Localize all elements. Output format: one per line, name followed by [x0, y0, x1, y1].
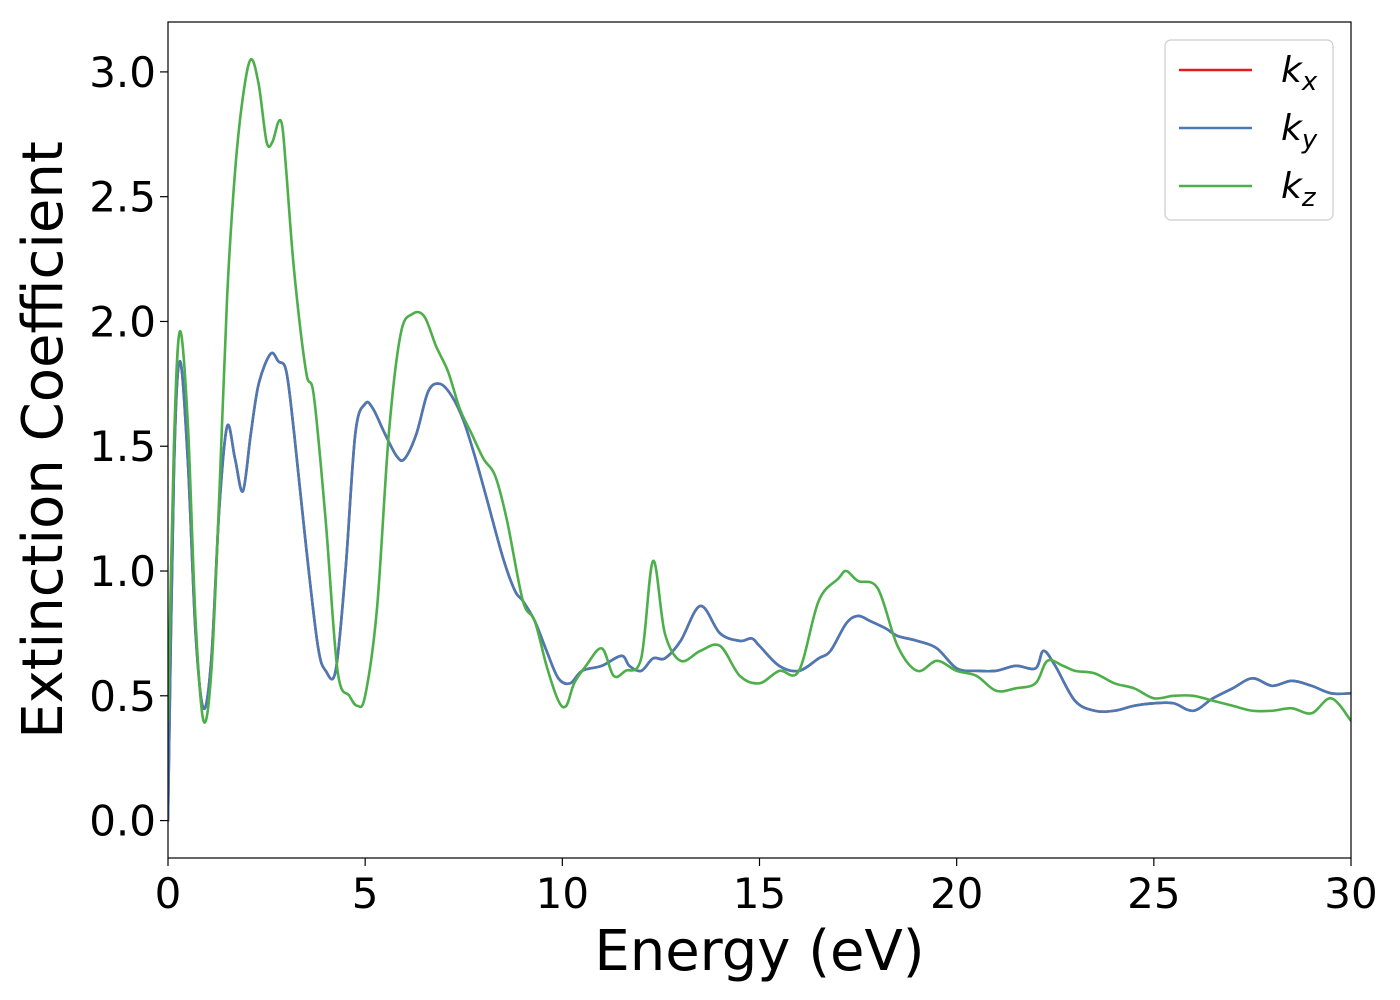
y-tick-label: 0.0	[89, 797, 156, 846]
legend-label-x: kx	[1281, 50, 1318, 97]
legend-label-z: kz	[1281, 166, 1317, 213]
series-layer	[168, 58, 1351, 822]
y-tick-label: 0.5	[89, 672, 156, 721]
x-tick-label: 30	[1324, 869, 1377, 918]
x-tick-label: 15	[733, 869, 786, 918]
y-tick-label: 1.0	[89, 547, 156, 596]
x-tick-label: 20	[930, 869, 983, 918]
legend-box	[1164, 39, 1334, 221]
y-axis-title: Extinction Coefficient	[11, 141, 76, 739]
y-tick-label: 2.0	[89, 297, 156, 346]
legend-label-y: ky	[1281, 108, 1318, 155]
x-axis: 0 5 10 15 20 25 30	[155, 858, 1378, 918]
y-axis: 0.0 0.5 1.0 1.5 2.0 2.5 3.0	[89, 48, 168, 846]
x-axis-title: Energy (eV)	[594, 919, 924, 984]
legend: kx ky kz	[1164, 39, 1334, 221]
y-tick-label: 1.5	[89, 422, 156, 471]
x-tick-label: 5	[352, 869, 379, 918]
y-tick-label: 3.0	[89, 48, 156, 97]
x-tick-label: 10	[536, 869, 589, 918]
series-line-z	[168, 58, 1351, 724]
x-tick-label: 25	[1127, 869, 1180, 918]
x-tick-label: 0	[155, 869, 182, 918]
y-tick-label: 2.5	[89, 173, 156, 222]
